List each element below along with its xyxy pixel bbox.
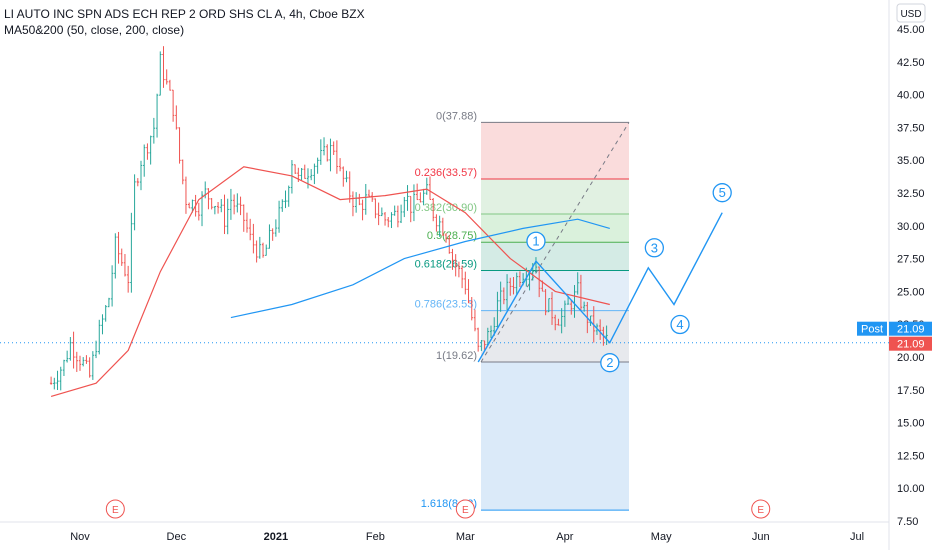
earnings-marker-label: E (757, 505, 764, 516)
last-price-bg (889, 336, 932, 351)
currency-label: USD (900, 9, 921, 20)
fib-level-label: 1(19.62) (436, 350, 477, 362)
post-price-bg (889, 321, 932, 336)
x-tick-label: Nov (70, 531, 90, 543)
fib-level-label: 0(37.88) (436, 110, 477, 122)
wave-label-1: 1 (532, 234, 539, 249)
wave-label-circle (644, 238, 664, 258)
wave-label-circle (670, 314, 690, 335)
earnings-marker-label: E (462, 505, 469, 516)
y-tick-label: 27.50 (897, 254, 925, 266)
y-tick-label: 7.50 (897, 516, 918, 528)
x-tick-label: Mar (456, 531, 475, 543)
wave-label-circle (600, 353, 620, 373)
currency-box (896, 3, 926, 23)
y-tick-label: 32.50 (897, 188, 925, 200)
elliott-wave-path (477, 212, 723, 363)
fib-zone (481, 213, 629, 243)
y-tick-label: 37.50 (897, 122, 925, 134)
chart-legend: LI AUTO INC SPN ADS ECH REP 2 ORD SHS CL… (4, 6, 365, 38)
earnings-marker-label: E (112, 505, 119, 516)
wave-label-circle (712, 183, 732, 203)
fib-trend-line (480, 122, 630, 363)
wave-label-2: 2 (606, 355, 613, 370)
fib-level-label: 0.786(23.53) (415, 299, 477, 311)
x-tick-label: Dec (167, 531, 187, 543)
y-tick-label: 17.50 (897, 385, 925, 397)
last-price-value: 21.09 (897, 339, 925, 351)
y-tick-label: 20.00 (897, 352, 925, 364)
y-tick-label: 15.00 (897, 418, 925, 430)
y-tick-label: 25.00 (897, 286, 925, 298)
post-price-value: 21.09 (897, 324, 925, 336)
fib-level-label: 0.236(33.57) (415, 167, 477, 179)
x-tick-label: Jul (850, 531, 864, 543)
wave-label-5: 5 (719, 185, 726, 200)
earnings-marker (455, 499, 475, 519)
y-tick-label: 30.00 (897, 221, 925, 233)
y-tick-label: 45.00 (897, 24, 925, 36)
post-tag-bg (857, 321, 887, 336)
indicator-label: MA50&200 (50, close, 200, close) (4, 23, 185, 37)
y-tick-label: 40.00 (897, 90, 925, 102)
x-tick-label: Feb (366, 531, 385, 543)
x-tick-label: Apr (556, 531, 573, 543)
ma50-line (50, 166, 610, 397)
y-tick-label: 12.50 (897, 450, 925, 462)
ma200-line (230, 218, 610, 319)
y-tick-label: 42.50 (897, 57, 925, 69)
wave-label-4: 4 (676, 317, 683, 332)
earnings-marker (105, 499, 125, 519)
fib-zone (481, 122, 629, 179)
fib-zone (481, 242, 629, 271)
x-tick-label: May (651, 531, 672, 543)
chart-title: LI AUTO INC SPN ADS ECH REP 2 ORD SHS CL… (4, 7, 365, 21)
fib-zone (481, 361, 629, 511)
x-tick-label: Jun (752, 531, 770, 543)
wave-label-3: 3 (651, 240, 658, 255)
fib-zone (481, 178, 629, 214)
fib-level-label: 0.618(26.59) (415, 259, 477, 271)
x-tick-label: 2021 (264, 531, 288, 543)
wave-label-circle (526, 231, 546, 251)
y-tick-label: 10.00 (897, 483, 925, 495)
y-tick-label: 35.00 (897, 155, 925, 167)
earnings-marker (751, 499, 771, 519)
post-tag-label: Post (861, 324, 883, 336)
